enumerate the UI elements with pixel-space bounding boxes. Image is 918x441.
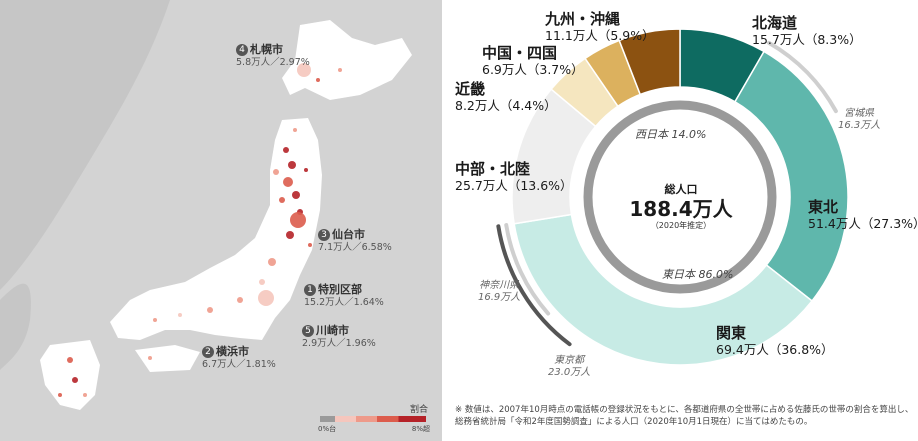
region-label-hokkaido: 北海道 15.7万人（8.3%） <box>752 14 862 47</box>
density-dot <box>72 377 78 383</box>
korea-landmass <box>0 283 31 370</box>
pref-label-tokyo: 東京都 23.0万人 <box>548 355 591 378</box>
city-label-tokyo-wards: 1 特別区部 15.2万人／1.64% <box>304 283 384 308</box>
region-label-kanto: 関東 69.4万人（36.8%） <box>716 324 834 357</box>
density-dot <box>58 393 62 397</box>
total-label: 総人口 <box>664 183 698 196</box>
donut-chart <box>496 28 849 366</box>
density-dot <box>316 78 320 82</box>
region-label-chubu: 中部・北陸 25.7万人（13.6%） <box>455 160 573 193</box>
city-label-yokohama: 2 横浜市 6.7万人／1.81% <box>202 345 276 370</box>
map-panel: 4 札幌市 5.8万人／2.97% 3 仙台市 7.1万人／6.58% 1 特別区部 … <box>0 0 442 441</box>
pref-label-miyagi: 宮城県 16.3万人 <box>838 108 881 131</box>
prefecture-arc-宮城県 <box>767 40 838 114</box>
legend-low-label: 0%台 <box>318 425 337 433</box>
density-dot <box>148 356 152 360</box>
density-dot <box>304 168 308 172</box>
donut-slice-関東 <box>513 213 814 366</box>
donut-slice-東北 <box>733 50 849 302</box>
region-label-kinki: 近畿 8.2万人（4.4%） <box>455 80 557 113</box>
hokkaido-landmass <box>282 20 412 100</box>
density-dot <box>237 297 243 303</box>
total-value: 188.4万人 <box>629 197 733 221</box>
density-dot <box>258 290 274 306</box>
density-dot <box>273 169 279 175</box>
density-dot <box>259 279 265 285</box>
inner-label-east: 東日本 86.0% <box>662 268 734 281</box>
density-dot <box>297 63 311 77</box>
city-label-sapporo: 4 札幌市 5.8万人／2.97% <box>236 43 310 68</box>
pref-label-kanagawa: 神奈川県 16.9万人 <box>478 280 521 303</box>
density-dot <box>178 313 182 317</box>
shikoku-landmass <box>135 345 200 372</box>
density-dot <box>288 161 296 169</box>
density-dot <box>283 177 293 187</box>
honshu-landmass <box>110 118 322 340</box>
density-dot <box>290 212 306 228</box>
map-legend: 割合 0%台 8%超 <box>318 402 430 436</box>
region-label-chugoku-shikoku: 中国・四国 6.9万人（3.7%） <box>482 44 584 77</box>
density-dot <box>279 197 285 203</box>
legend-high-label: 8%超 <box>411 425 430 433</box>
japan-map <box>0 0 412 410</box>
city-label-kawasaki: 5 川崎市 2.9万人／1.96% <box>302 324 376 349</box>
density-dot <box>83 393 87 397</box>
density-dot <box>338 68 342 72</box>
donut-slice-九州・沖縄 <box>618 28 681 96</box>
density-dot <box>292 191 300 199</box>
legend-title: 割合 <box>409 405 428 415</box>
prefecture-arc-東京都 <box>496 224 572 347</box>
density-dot <box>308 243 312 247</box>
density-dot <box>268 258 276 266</box>
legend-color-bar <box>320 416 426 422</box>
region-label-kyushu-okinawa: 九州・沖縄 11.1万人（5.9%） <box>545 10 655 43</box>
kyushu-landmass <box>40 340 100 410</box>
density-dot <box>286 231 294 239</box>
density-dot <box>67 357 73 363</box>
continent-landmass <box>0 0 170 290</box>
density-dot <box>283 147 289 153</box>
prefecture-arc-神奈川県 <box>504 223 551 316</box>
total-note: （2020年推定） <box>650 221 712 230</box>
density-dots <box>58 63 342 397</box>
region-label-tohoku: 東北 51.4万人（27.3%） <box>808 198 918 231</box>
city-label-sendai: 3 仙台市 7.1万人／6.58% <box>318 228 392 253</box>
footnote: ※ 数値は、2007年10月時点の電話帳の登録状況をもとに、各都道府県の全世帯に… <box>455 405 914 427</box>
inner-label-west: 西日本 14.0% <box>635 128 707 141</box>
inner-ring <box>583 100 777 294</box>
density-dot <box>153 318 157 322</box>
density-dot <box>293 128 297 132</box>
density-dot <box>207 307 213 313</box>
